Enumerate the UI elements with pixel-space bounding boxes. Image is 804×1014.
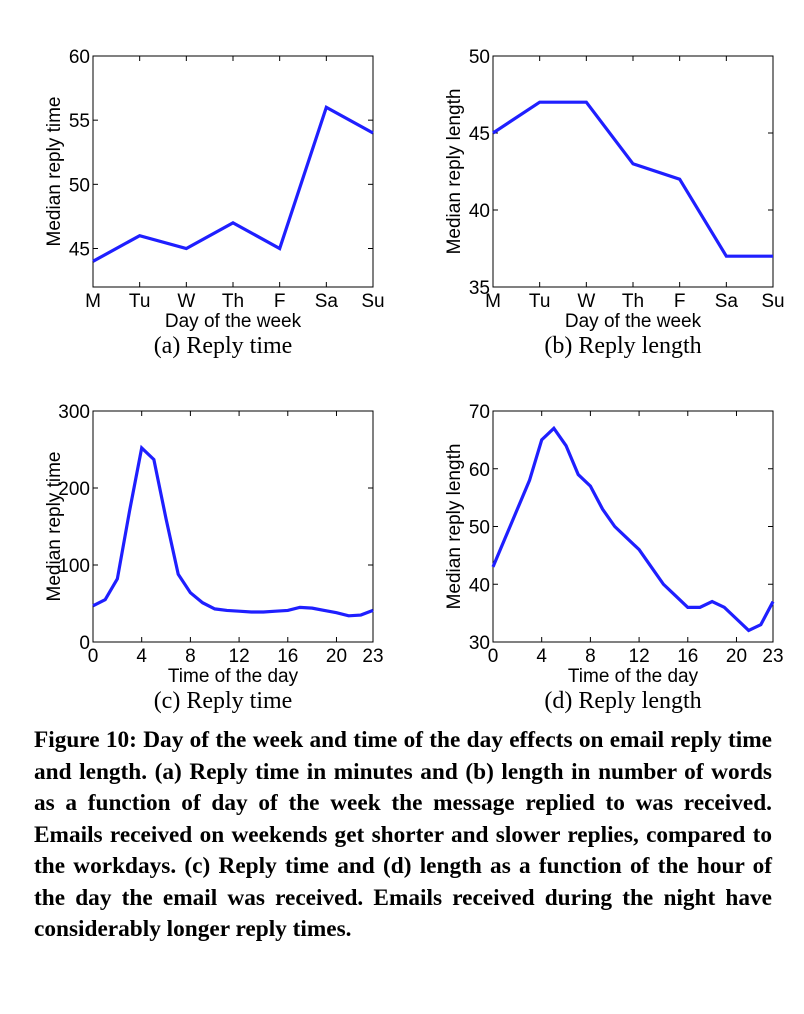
x-tick-label: Tu <box>529 291 550 312</box>
x-axis-label: Time of the day <box>168 666 299 687</box>
chart-reply-length-by-day: 35 40 45 50 M Tu W Th F Sa Su Day of the week Median… <box>400 30 800 370</box>
x-tick-label: 12 <box>629 646 650 667</box>
x-tick-label: 8 <box>185 646 196 667</box>
x-tick-label: 12 <box>229 646 250 667</box>
y-tick-label: 60 <box>69 47 90 68</box>
x-tick-label: Th <box>222 291 244 312</box>
chart-reply-time-by-day: 45 50 55 60 M Tu W Th F Sa Su Day of the week Median… <box>0 30 400 370</box>
plot-frame <box>92 55 374 288</box>
subfigure-caption: (c) Reply time <box>154 688 293 714</box>
y-tick-label: 50 <box>69 175 90 196</box>
x-tick-label: 20 <box>726 646 747 667</box>
x-tick-label: 0 <box>488 646 499 667</box>
x-tick-label: Su <box>361 291 384 312</box>
data-series-line <box>92 105 374 263</box>
y-tick-label: 35 <box>469 278 490 299</box>
y-tick-label: 40 <box>469 201 490 222</box>
y-tick-label: 200 <box>58 479 90 500</box>
subfigure-caption: (b) Reply length <box>544 333 701 359</box>
y-tick-label: 60 <box>469 460 490 481</box>
y-tick-label: 0 <box>79 633 90 654</box>
x-tick-label: 4 <box>536 646 547 667</box>
plot-frame <box>492 55 774 288</box>
x-tick-label: 4 <box>136 646 147 667</box>
y-tick-label: 55 <box>69 111 90 132</box>
y-tick-label: 45 <box>69 240 90 261</box>
plot-frame <box>492 410 774 643</box>
y-tick-label: 50 <box>469 47 490 68</box>
x-tick-label: 20 <box>326 646 347 667</box>
y-tick-label: 50 <box>469 518 490 539</box>
chart-reply-length-by-hour: 30 40 50 60 70 0 4 8 12 16 20 23 Time of the day Medi… <box>400 385 800 725</box>
subfigure-caption: (d) Reply length <box>544 688 701 714</box>
x-tick-label: F <box>674 291 686 312</box>
x-axis-label: Day of the week <box>565 311 702 332</box>
y-tick-label: 30 <box>469 633 490 654</box>
y-tick-label: 100 <box>58 556 90 577</box>
figure-caption: Figure 10: Day of the week and time of t… <box>34 727 772 942</box>
x-tick-label: 0 <box>88 646 99 667</box>
x-tick-label: M <box>85 291 101 312</box>
x-tick-label: Tu <box>129 291 150 312</box>
y-axis-label: Median reply length <box>444 444 465 610</box>
chart-c-svg: 0 100 200 300 0 4 8 12 16 20 23 Time of the day Medi… <box>44 402 384 714</box>
x-tick-label: Sa <box>715 291 739 312</box>
x-tick-label: 23 <box>762 646 783 667</box>
chart-d-svg: 30 40 50 60 70 0 4 8 12 16 20 23 Time of the day Medi… <box>444 402 784 714</box>
data-series-line <box>491 425 775 633</box>
x-axis-label: Time of the day <box>568 666 699 687</box>
data-series-line <box>92 444 374 618</box>
x-tick-label: 16 <box>277 646 298 667</box>
x-tick-label: Sa <box>315 291 339 312</box>
y-tick-label: 70 <box>469 402 490 423</box>
y-axis-label: Median reply length <box>444 89 465 255</box>
y-tick-label: 40 <box>469 575 490 596</box>
plot-frame <box>92 410 374 643</box>
x-tick-label: M <box>485 291 501 312</box>
x-tick-label: F <box>274 291 286 312</box>
x-tick-label: Su <box>761 291 784 312</box>
x-tick-label: Th <box>622 291 644 312</box>
chart-b-svg: 35 40 45 50 M Tu W Th F Sa Su Day of the week Median… <box>444 47 785 359</box>
x-tick-label: 16 <box>677 646 698 667</box>
chart-a-svg: 45 50 55 60 M Tu W Th F Sa Su Day of the week Median… <box>44 47 385 359</box>
data-series-line <box>492 100 773 258</box>
y-tick-label: 45 <box>469 124 490 145</box>
chart-reply-time-by-hour: 0 100 200 300 0 4 8 12 16 20 23 Time of the day Medi… <box>0 385 400 725</box>
x-axis-label: Day of the week <box>165 311 302 332</box>
y-axis-label: Median reply time <box>44 97 65 247</box>
x-tick-label: 23 <box>362 646 383 667</box>
x-tick-label: 8 <box>585 646 596 667</box>
x-tick-label: W <box>577 291 595 312</box>
y-tick-label: 300 <box>58 402 90 423</box>
y-axis-label: Median reply time <box>44 452 65 602</box>
subfigure-caption: (a) Reply time <box>154 333 293 359</box>
x-tick-label: W <box>177 291 195 312</box>
